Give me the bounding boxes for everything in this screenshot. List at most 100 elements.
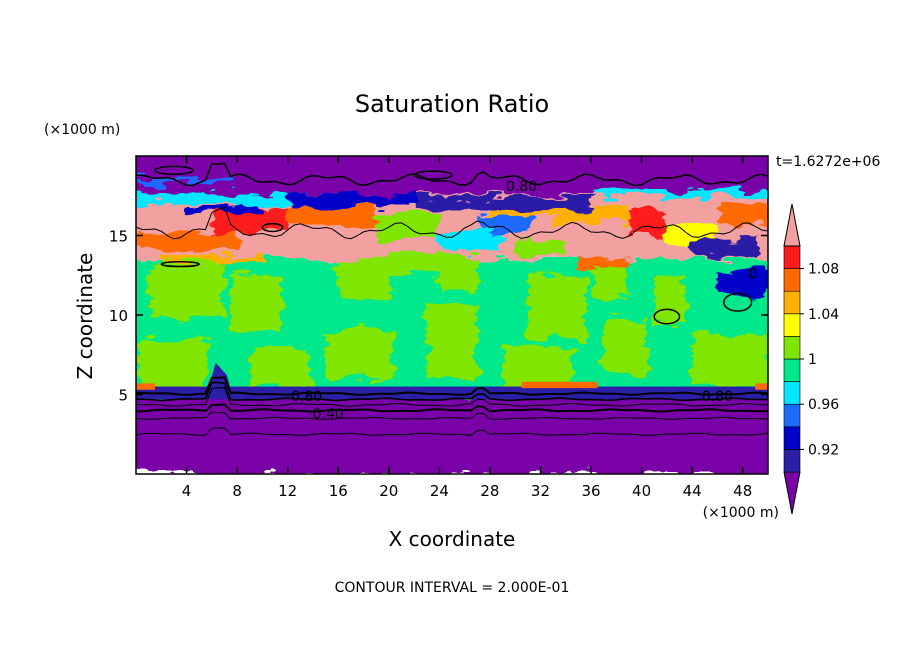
x-tick-label: 48 bbox=[733, 482, 752, 500]
contour-line bbox=[136, 403, 768, 413]
time-label: t=1.6272e+06 bbox=[776, 154, 880, 170]
contour-loop bbox=[413, 170, 453, 180]
colorbar-label: 1.08 bbox=[808, 262, 839, 278]
colorbar-segment bbox=[783, 403, 801, 428]
near-saturation-patch bbox=[230, 275, 282, 331]
contour-loop bbox=[154, 165, 194, 176]
colorbar-label: 0.92 bbox=[808, 442, 839, 458]
dry-transition-patch bbox=[717, 268, 768, 295]
contour-interval-note: CONTOUR INTERVAL = 2.000E-01 bbox=[335, 580, 570, 596]
near-saturation-patch bbox=[439, 252, 478, 292]
contour-line bbox=[136, 411, 768, 420]
upper-layer-patch bbox=[477, 216, 528, 233]
near-saturation-patch bbox=[338, 257, 392, 300]
x-tick-label: 44 bbox=[683, 482, 702, 500]
x-tick-label: 32 bbox=[531, 482, 550, 500]
near-saturation-patch bbox=[502, 346, 573, 389]
x-axis-label: X coordinate bbox=[389, 527, 516, 551]
upper-layer-patch bbox=[136, 232, 238, 249]
y-unit-label: (×1000 m) bbox=[44, 122, 120, 138]
x-tick-label: 28 bbox=[480, 482, 499, 500]
x-tick-label: 4 bbox=[182, 482, 192, 500]
near-saturation-patch bbox=[527, 275, 585, 339]
contour-line bbox=[136, 376, 768, 396]
contour-lines bbox=[136, 162, 768, 436]
upper-layer-patch bbox=[161, 254, 263, 263]
field-texture bbox=[136, 156, 768, 474]
colorbar-label: 1.04 bbox=[808, 307, 839, 323]
colorbar-min-arrow bbox=[783, 471, 801, 515]
x-tick-label: 12 bbox=[278, 482, 297, 500]
saturation-field bbox=[136, 156, 768, 474]
colorbar-segment bbox=[783, 313, 801, 337]
upper-layer-patch bbox=[211, 208, 288, 233]
dry-transition-patch bbox=[136, 178, 238, 185]
y-tick-label: 10 bbox=[109, 307, 128, 325]
colorbar-segment bbox=[783, 358, 801, 382]
colorbar-segment bbox=[783, 381, 801, 405]
colorbar-max-arrow bbox=[783, 203, 801, 247]
contour-label: 0 bbox=[748, 267, 757, 283]
y-tick-label: 5 bbox=[118, 387, 128, 405]
contour-loop bbox=[261, 222, 284, 233]
boundary-strip bbox=[136, 386, 768, 400]
x-tick-label: 16 bbox=[329, 482, 348, 500]
contour-line bbox=[136, 427, 768, 436]
dry-transition-patch bbox=[692, 238, 756, 258]
x-unit-label: (×1000 m) bbox=[703, 505, 779, 521]
upper-layer-patch bbox=[717, 206, 768, 223]
x-tick-label: 24 bbox=[430, 482, 449, 500]
x-tick-label: 40 bbox=[632, 482, 651, 500]
near-saturation-patch bbox=[654, 275, 686, 323]
dry-transition-patch bbox=[186, 206, 263, 214]
colorbar-segment bbox=[783, 426, 801, 450]
colorbar-label: 1 bbox=[808, 352, 817, 368]
contour-line bbox=[136, 381, 768, 402]
chart-title: Saturation Ratio bbox=[355, 90, 549, 118]
y-tick-label: 15 bbox=[109, 228, 128, 246]
boundary-patch bbox=[136, 383, 155, 390]
upper-layer-patch bbox=[578, 257, 629, 268]
colorbar-segment bbox=[783, 268, 801, 292]
near-saturation-patch bbox=[591, 264, 627, 300]
contour-label: 0.80 bbox=[702, 389, 733, 405]
colorbar-segment bbox=[783, 449, 801, 473]
colorbar-label: 0.96 bbox=[808, 397, 839, 413]
contour-loop bbox=[653, 308, 681, 325]
contour-label: 0.80 bbox=[506, 179, 537, 195]
contour-line bbox=[136, 206, 768, 240]
near-saturation-patch bbox=[426, 307, 478, 379]
boundary-patch bbox=[521, 381, 598, 389]
contour-label: 0.80 bbox=[291, 389, 322, 405]
upper-layer-patch bbox=[439, 230, 503, 250]
colorbar: 0.92 0.96 1 1.04 1.08 bbox=[783, 203, 839, 515]
band-upper-dry bbox=[136, 156, 768, 196]
near-saturation-patch bbox=[249, 349, 311, 390]
near-saturation-patch bbox=[388, 252, 440, 274]
boundary-patch bbox=[755, 383, 768, 390]
near-saturation-patch bbox=[138, 338, 209, 392]
near-saturation-patch bbox=[603, 318, 648, 374]
near-saturation-patch bbox=[692, 334, 768, 387]
colorbar-segment bbox=[783, 245, 801, 269]
contour-label: 0.40 bbox=[313, 407, 344, 423]
upper-layer-patch bbox=[515, 241, 566, 255]
contour-line bbox=[136, 162, 768, 187]
near-saturation-patch bbox=[148, 262, 225, 319]
x-tick-label: 20 bbox=[379, 482, 398, 500]
x-axis: 4 8 12 16 20 24 28 32 36 40 44 48 bbox=[182, 156, 752, 500]
near-saturation-patch bbox=[325, 330, 396, 379]
y-axis: 5 10 15 bbox=[109, 228, 768, 405]
x-tick-label: 36 bbox=[581, 482, 600, 500]
colorbar-segment bbox=[783, 290, 801, 315]
dry-transition-patch bbox=[414, 197, 592, 211]
dry-transition-patch bbox=[591, 189, 768, 198]
x-tick-label: 8 bbox=[232, 482, 242, 500]
contour-loop bbox=[723, 292, 753, 312]
y-axis-label: Z coordinate bbox=[73, 253, 97, 380]
contour-line bbox=[136, 387, 768, 407]
contour-labels: 0.80 0.80 0.40 0.80 0 bbox=[291, 179, 757, 422]
dry-transition-patch bbox=[136, 194, 288, 204]
colorbar-segment bbox=[783, 336, 801, 360]
